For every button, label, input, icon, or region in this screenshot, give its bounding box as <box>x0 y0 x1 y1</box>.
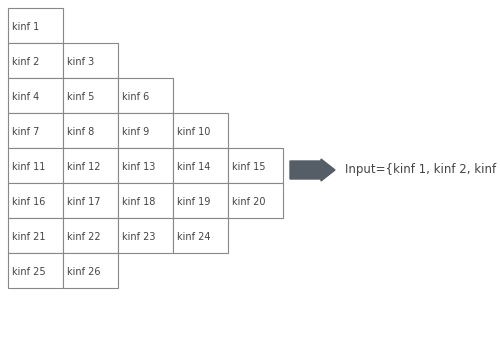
Text: kinf 23: kinf 23 <box>122 232 156 242</box>
Bar <box>118 218 173 253</box>
FancyArrow shape <box>290 159 335 181</box>
Bar <box>118 183 173 218</box>
Text: kinf 25: kinf 25 <box>12 267 46 277</box>
Text: kinf 16: kinf 16 <box>12 197 46 207</box>
Bar <box>173 148 228 183</box>
Text: kinf 8: kinf 8 <box>67 127 94 137</box>
Bar <box>63 148 118 183</box>
Bar <box>173 218 228 253</box>
Bar <box>63 253 118 288</box>
Text: kinf 10: kinf 10 <box>177 127 210 137</box>
Bar <box>228 183 283 218</box>
Text: kinf 2: kinf 2 <box>12 57 40 67</box>
Text: kinf 19: kinf 19 <box>177 197 210 207</box>
Bar <box>8 253 63 288</box>
Bar <box>8 8 63 43</box>
Text: kinf 18: kinf 18 <box>122 197 156 207</box>
Bar <box>8 78 63 113</box>
Text: kinf 21: kinf 21 <box>12 232 46 242</box>
Bar <box>63 183 118 218</box>
Text: kinf 20: kinf 20 <box>232 197 266 207</box>
Bar <box>8 43 63 78</box>
Bar <box>63 78 118 113</box>
Text: kinf 24: kinf 24 <box>177 232 210 242</box>
Bar <box>63 218 118 253</box>
Bar <box>118 148 173 183</box>
Text: kinf 12: kinf 12 <box>67 162 100 172</box>
Bar <box>118 113 173 148</box>
Text: kinf 4: kinf 4 <box>12 92 39 102</box>
Bar <box>8 183 63 218</box>
Bar <box>173 113 228 148</box>
Text: kinf 3: kinf 3 <box>67 57 94 67</box>
Text: kinf 22: kinf 22 <box>67 232 100 242</box>
Bar <box>8 113 63 148</box>
Bar <box>173 183 228 218</box>
Bar <box>8 148 63 183</box>
Text: kinf 11: kinf 11 <box>12 162 46 172</box>
Text: kinf 1: kinf 1 <box>12 22 39 32</box>
Bar <box>63 113 118 148</box>
Text: kinf 15: kinf 15 <box>232 162 266 172</box>
Text: kinf 9: kinf 9 <box>122 127 149 137</box>
Text: kinf 6: kinf 6 <box>122 92 149 102</box>
Bar <box>118 78 173 113</box>
Text: kinf 13: kinf 13 <box>122 162 156 172</box>
Text: kinf 5: kinf 5 <box>67 92 94 102</box>
Text: kinf 7: kinf 7 <box>12 127 40 137</box>
Text: kinf 17: kinf 17 <box>67 197 100 207</box>
Bar <box>8 218 63 253</box>
Text: kinf 26: kinf 26 <box>67 267 100 277</box>
Text: kinf 14: kinf 14 <box>177 162 210 172</box>
Bar <box>228 148 283 183</box>
Bar <box>63 43 118 78</box>
Text: Input={kinf 1, kinf 2, kinf 3,…..kinf 26}: Input={kinf 1, kinf 2, kinf 3,…..kinf 26… <box>345 164 500 176</box>
